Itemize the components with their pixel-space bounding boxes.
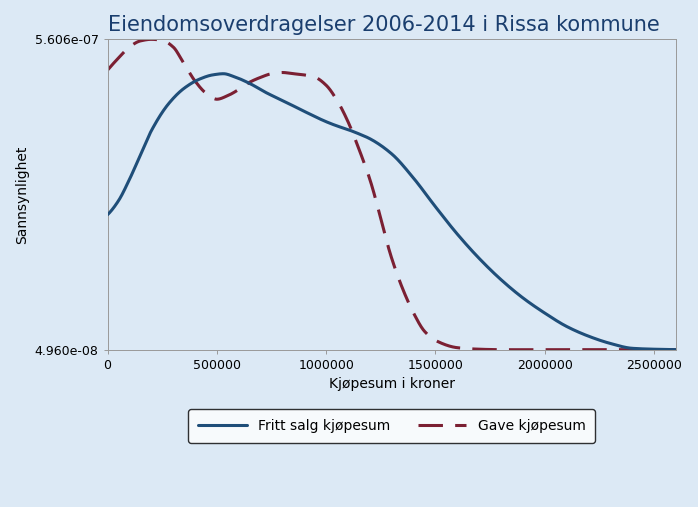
Line: Gave kjøpesum: Gave kjøpesum — [107, 40, 676, 350]
Fritt salg kjøpesum — [103, 211, 112, 218]
Fritt salg kjøpesum — [219, 70, 228, 77]
Y-axis label: Sannsynlighet: Sannsynlighet — [15, 146, 29, 244]
Gave kjøpesum — [133, 40, 141, 46]
Legend: Fritt salg kjøpesum, Gave kjøpesum: Fritt salg kjøpesum, Gave kjøpesum — [188, 410, 595, 443]
Fritt salg kjøpesum — [551, 317, 560, 323]
Fritt salg kjøpesum — [655, 346, 664, 352]
X-axis label: Kjøpesum i kroner: Kjøpesum i kroner — [329, 377, 454, 391]
Text: Eiendomsoverdragelser 2006-2014 i Rissa kommune: Eiendomsoverdragelser 2006-2014 i Rissa … — [107, 15, 660, 35]
Gave kjøpesum — [365, 174, 373, 180]
Fritt salg kjøpesum — [380, 145, 388, 151]
Fritt salg kjøpesum — [133, 161, 141, 167]
Gave kjøpesum — [147, 37, 156, 43]
Gave kjøpesum — [671, 347, 680, 353]
Gave kjøpesum — [103, 67, 112, 73]
Gave kjøpesum — [655, 347, 664, 353]
Fritt salg kjøpesum — [365, 135, 373, 141]
Gave kjøpesum — [551, 347, 560, 353]
Line: Fritt salg kjøpesum: Fritt salg kjøpesum — [107, 74, 676, 350]
Gave kjøpesum — [519, 347, 527, 353]
Fritt salg kjøpesum — [655, 346, 664, 352]
Fritt salg kjøpesum — [671, 347, 680, 353]
Gave kjøpesum — [380, 229, 388, 235]
Gave kjøpesum — [655, 347, 664, 353]
